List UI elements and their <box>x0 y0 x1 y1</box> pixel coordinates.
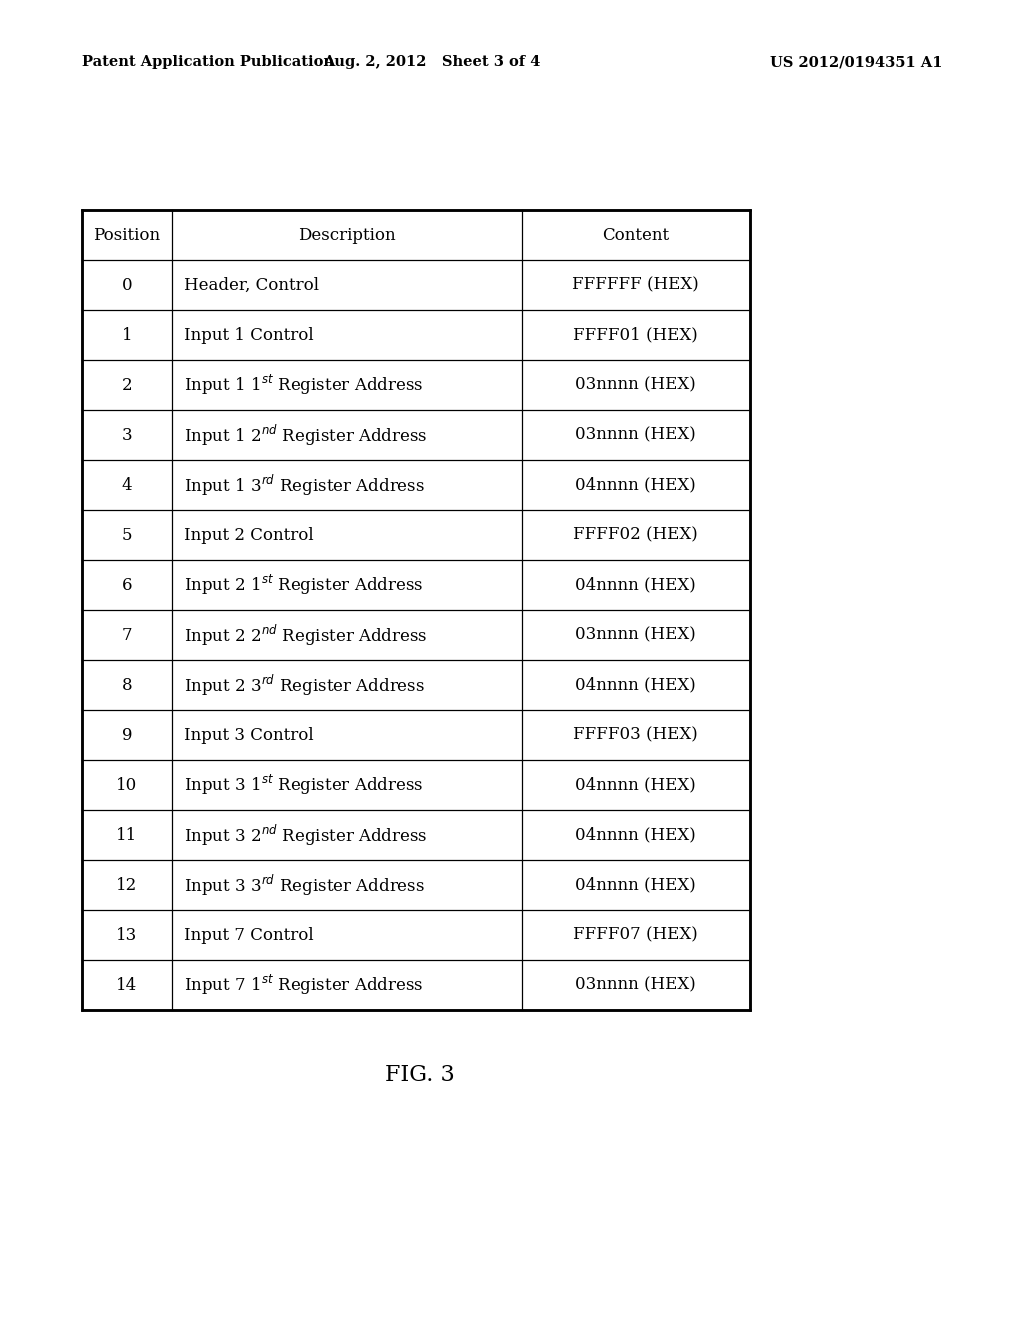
Text: 12: 12 <box>116 876 137 894</box>
Text: Input 2 Control: Input 2 Control <box>183 527 313 544</box>
Text: 0: 0 <box>122 276 132 293</box>
Text: Input 7 Control: Input 7 Control <box>183 927 313 944</box>
Text: 03nnnn (HEX): 03nnnn (HEX) <box>575 376 696 393</box>
Text: US 2012/0194351 A1: US 2012/0194351 A1 <box>769 55 942 69</box>
Text: FIG. 3: FIG. 3 <box>385 1064 455 1086</box>
Text: FFFF01 (HEX): FFFF01 (HEX) <box>573 326 698 343</box>
Text: Input 3 1$^{st}$ Register Address: Input 3 1$^{st}$ Register Address <box>183 774 423 797</box>
Text: 4: 4 <box>122 477 132 494</box>
Text: 13: 13 <box>116 927 137 944</box>
Text: 6: 6 <box>122 577 132 594</box>
Text: 03nnnn (HEX): 03nnnn (HEX) <box>575 426 696 444</box>
Text: Input 1 Control: Input 1 Control <box>183 326 313 343</box>
Text: Input 7 1$^{st}$ Register Address: Input 7 1$^{st}$ Register Address <box>183 973 423 997</box>
Text: Input 1 1$^{st}$ Register Address: Input 1 1$^{st}$ Register Address <box>183 374 423 397</box>
Text: 8: 8 <box>122 676 132 693</box>
Text: Input 2 2$^{nd}$ Register Address: Input 2 2$^{nd}$ Register Address <box>183 623 427 648</box>
Text: Input 3 Control: Input 3 Control <box>183 726 313 743</box>
Text: Input 3 3$^{rd}$ Register Address: Input 3 3$^{rd}$ Register Address <box>183 873 425 898</box>
Text: 10: 10 <box>116 776 137 793</box>
Text: 11: 11 <box>116 826 137 843</box>
Text: Input 2 1$^{st}$ Register Address: Input 2 1$^{st}$ Register Address <box>183 573 423 597</box>
Text: 04nnnn (HEX): 04nnnn (HEX) <box>575 477 696 494</box>
Text: 14: 14 <box>116 977 137 994</box>
Text: Header, Control: Header, Control <box>183 276 318 293</box>
Text: 03nnnn (HEX): 03nnnn (HEX) <box>575 977 696 994</box>
Text: 1: 1 <box>122 326 132 343</box>
Bar <box>82 210 750 1010</box>
Text: 04nnnn (HEX): 04nnnn (HEX) <box>575 826 696 843</box>
Text: 04nnnn (HEX): 04nnnn (HEX) <box>575 676 696 693</box>
Text: FFFF03 (HEX): FFFF03 (HEX) <box>573 726 698 743</box>
Text: Position: Position <box>93 227 161 243</box>
Text: FFFF07 (HEX): FFFF07 (HEX) <box>573 927 698 944</box>
Text: 7: 7 <box>122 627 132 644</box>
Text: Patent Application Publication: Patent Application Publication <box>82 55 334 69</box>
Text: Input 1 2$^{nd}$ Register Address: Input 1 2$^{nd}$ Register Address <box>183 422 427 447</box>
Text: 3: 3 <box>122 426 132 444</box>
Text: 04nnnn (HEX): 04nnnn (HEX) <box>575 876 696 894</box>
Text: 2: 2 <box>122 376 132 393</box>
Text: 9: 9 <box>122 726 132 743</box>
Text: Aug. 2, 2012   Sheet 3 of 4: Aug. 2, 2012 Sheet 3 of 4 <box>324 55 541 69</box>
Text: 5: 5 <box>122 527 132 544</box>
Text: FFFFFF (HEX): FFFFFF (HEX) <box>572 276 699 293</box>
Text: Content: Content <box>602 227 670 243</box>
Text: Input 2 3$^{rd}$ Register Address: Input 2 3$^{rd}$ Register Address <box>183 672 425 697</box>
Text: FFFF02 (HEX): FFFF02 (HEX) <box>573 527 698 544</box>
Text: Input 3 2$^{nd}$ Register Address: Input 3 2$^{nd}$ Register Address <box>183 822 427 847</box>
Text: Input 1 3$^{rd}$ Register Address: Input 1 3$^{rd}$ Register Address <box>183 473 425 498</box>
Text: 04nnnn (HEX): 04nnnn (HEX) <box>575 577 696 594</box>
Text: 03nnnn (HEX): 03nnnn (HEX) <box>575 627 696 644</box>
Text: Description: Description <box>298 227 395 243</box>
Text: 04nnnn (HEX): 04nnnn (HEX) <box>575 776 696 793</box>
